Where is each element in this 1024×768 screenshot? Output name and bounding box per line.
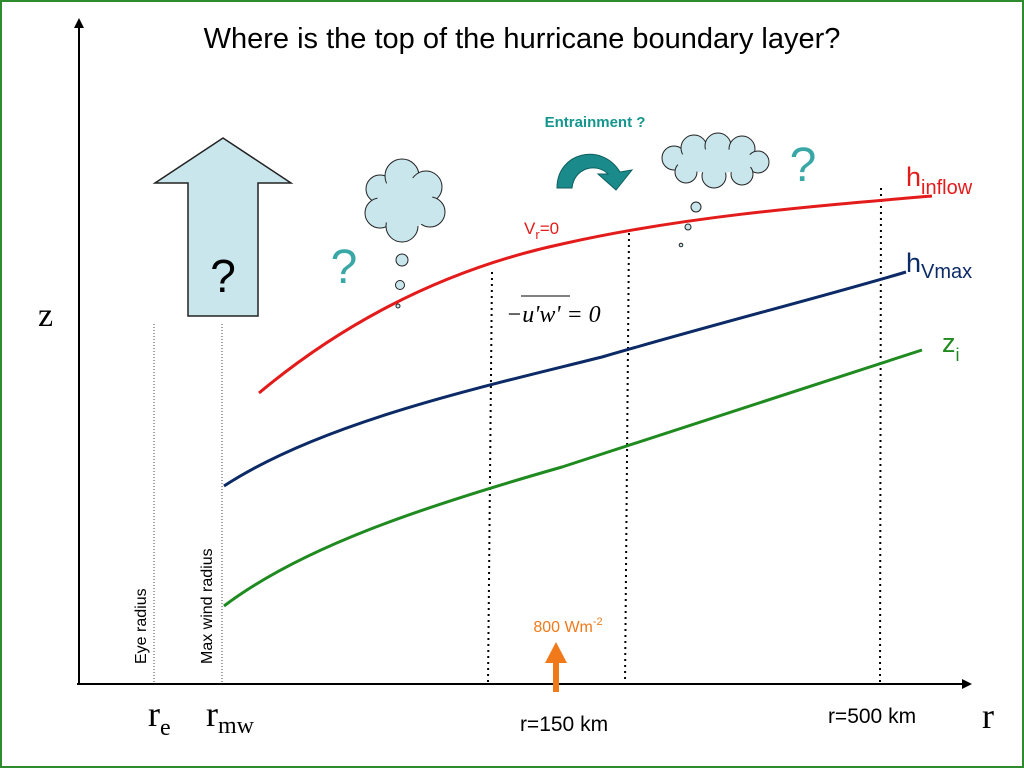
h-vmax-curve [223, 270, 907, 488]
question-mark-right: ? [790, 139, 817, 192]
h-vmax-label: hVmax [906, 248, 972, 283]
entrainment-label: Entrainment ? [545, 114, 646, 131]
eye-radius-label: Eye radius [133, 588, 150, 664]
curved-arrow-icon [556, 153, 634, 191]
dotted-line-vr0 [487, 271, 493, 685]
dotted-line-500km [879, 187, 882, 685]
h-inflow-label: hinflow [906, 162, 973, 199]
thought-bubble [684, 223, 692, 231]
stress-equation: −u'w' = 0 [506, 302, 601, 328]
distance-label-500km: r=500 km [828, 705, 916, 728]
r-axis-label: r [982, 696, 994, 736]
thought-bubble [395, 253, 409, 267]
dotted-line-mid [624, 232, 630, 685]
question-mark-left: ? [331, 241, 358, 294]
arrow-question-mark: ? [210, 250, 236, 302]
z-axis-label: z [38, 297, 53, 334]
up-arrow-icon [152, 137, 294, 317]
orange-up-arrow-icon [545, 642, 567, 692]
cloud-icon [661, 132, 770, 189]
distance-label-150km: r=150 km [520, 713, 608, 736]
tick-label-re: re [148, 694, 171, 741]
thought-bubble [395, 303, 401, 309]
z-i-label: zi [942, 328, 960, 365]
thought-bubble [678, 242, 684, 248]
max-wind-radius-label: Max wind radius [199, 548, 216, 664]
h-inflow-curve [258, 194, 933, 395]
vr-zero-label: Vr=0 [524, 219, 559, 242]
z-i-curve [223, 348, 923, 608]
thought-bubble [690, 201, 702, 213]
thought-bubble [395, 280, 405, 290]
heat-flux-label: 800 Wm-2 [533, 616, 602, 636]
page-title: Where is the top of the hurricane bounda… [204, 23, 841, 55]
cloud-icon [364, 158, 446, 243]
tick-label-rmw: rmw [206, 694, 255, 739]
